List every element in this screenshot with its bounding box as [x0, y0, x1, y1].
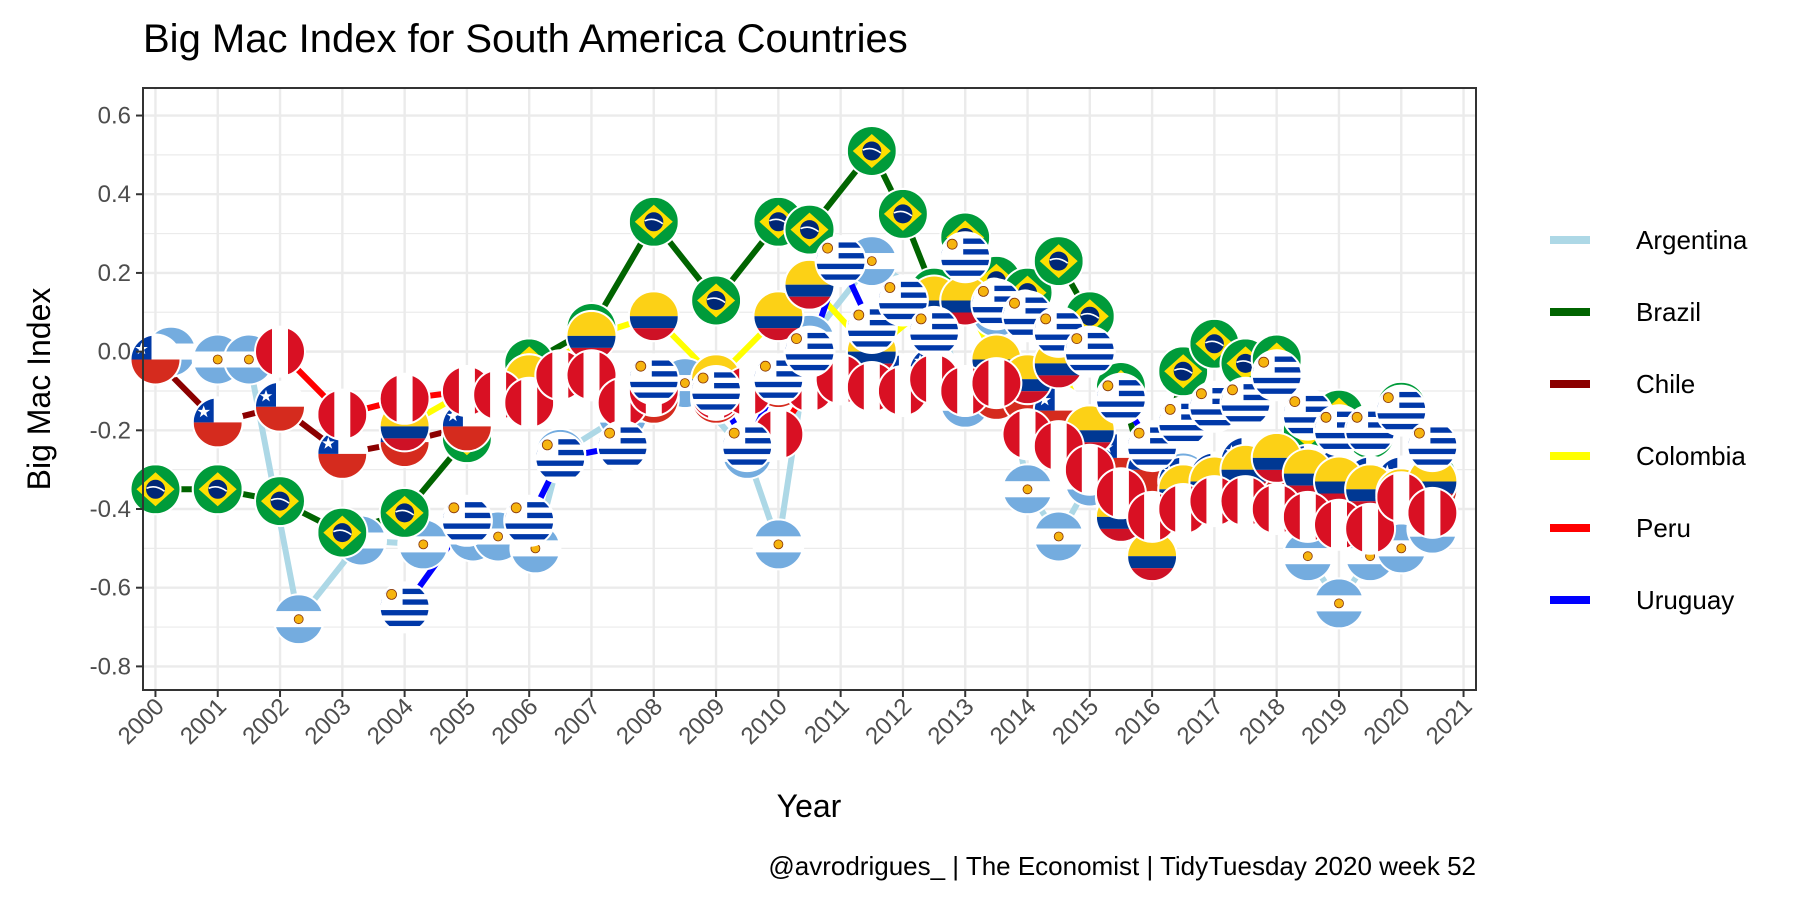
x-tick-label: 2003: [300, 693, 357, 750]
data-point-chile: [129, 333, 182, 386]
data-point-uruguay: [939, 231, 992, 284]
data-point-uruguay: [1063, 325, 1116, 378]
legend-label-uruguay: Uruguay: [1636, 585, 1734, 615]
data-point-peru: [378, 372, 431, 425]
x-tick-label: 2017: [1172, 693, 1229, 750]
legend-label-peru: Peru: [1636, 513, 1691, 543]
x-tick-label: 2004: [362, 693, 419, 750]
x-tick-label: 2010: [736, 693, 793, 750]
data-point-uruguay: [908, 305, 961, 358]
y-tick-label: -0.4: [90, 496, 131, 523]
data-point-peru: [316, 388, 369, 441]
legend-label-colombia: Colombia: [1636, 441, 1746, 471]
y-tick-label: 0.0: [98, 339, 131, 366]
y-tick-label: -0.2: [90, 417, 131, 444]
data-point-brazil: [627, 195, 680, 248]
data-point-colombia: [565, 309, 618, 362]
data-point-uruguay: [596, 420, 649, 473]
y-tick-label: -0.8: [90, 653, 131, 680]
x-tick-label: 2001: [175, 693, 232, 750]
data-point-argentina: [752, 518, 805, 571]
x-tick-label: 2005: [424, 693, 481, 750]
data-point-uruguay: [1406, 420, 1459, 473]
legend-label-argentina: Argentina: [1636, 225, 1748, 255]
data-point-colombia: [627, 290, 680, 343]
legend-label-brazil: Brazil: [1636, 297, 1701, 327]
data-point-uruguay: [1375, 384, 1428, 437]
x-tick-label: 2021: [1421, 693, 1478, 750]
x-tick-label: 2012: [860, 693, 917, 750]
data-point-brazil: [378, 486, 431, 539]
data-point-chile: [191, 396, 244, 449]
x-tick-label: 2015: [1047, 693, 1104, 750]
x-tick-label: 2008: [611, 693, 668, 750]
data-point-uruguay: [1094, 372, 1147, 425]
x-tick-label: 2002: [237, 693, 294, 750]
data-point-brazil: [876, 187, 929, 240]
x-tick-label: 2000: [113, 693, 170, 750]
data-point-peru: [254, 325, 306, 378]
caption: @avrodrigues_ | The Economist | TidyTues…: [768, 851, 1476, 881]
y-axis-title: Big Mac Index: [21, 288, 57, 491]
data-point-uruguay: [814, 235, 867, 288]
data-point-argentina: [272, 593, 325, 646]
x-tick-label: 2019: [1296, 693, 1353, 750]
x-axis: 2000 2001 2002 2003 2004 2005 2006 2007 2008 2009…: [113, 690, 1478, 750]
data-point-peru: [970, 357, 1023, 410]
data-point-brazil: [845, 125, 898, 177]
data-point-argentina: [1313, 577, 1365, 630]
data-point-brazil: [690, 274, 743, 327]
data-point-colombia: [1126, 530, 1179, 583]
x-axis-title: Year: [777, 788, 842, 824]
x-tick-label: 2009: [673, 693, 730, 750]
data-point-uruguay: [1250, 349, 1303, 402]
data-point-uruguay: [503, 494, 556, 547]
panel-border: [142, 87, 1477, 691]
x-tick-label: 2007: [549, 693, 606, 750]
data-point-uruguay: [440, 494, 493, 547]
y-tick-label: 0.2: [98, 260, 131, 287]
x-tick-label: 2013: [923, 693, 980, 750]
data-point-peru: [1406, 486, 1459, 539]
data-point-brazil: [316, 506, 369, 559]
chart-title: Big Mac Index for South America Countrie…: [143, 17, 908, 61]
y-tick-label: 0.4: [98, 181, 131, 208]
data-point-uruguay: [534, 431, 587, 484]
x-tick-label: 2018: [1234, 693, 1291, 750]
data-point-argentina: [1001, 463, 1054, 516]
data-point-uruguay: [627, 353, 680, 406]
y-axis: -0.8 -0.6 -0.4 -0.2 0.0 0.2 0.4 0.6: [90, 103, 143, 680]
x-tick-label: 2011: [799, 693, 855, 749]
data-point-uruguay: [690, 365, 743, 417]
flag-markers: [129, 125, 1459, 646]
legend: Argentina Brazil Chile Colombia Peru Uruguay: [1550, 225, 1748, 615]
data-point-uruguay: [378, 581, 431, 634]
data-point-chile: [316, 427, 369, 480]
x-tick-label: 2014: [985, 693, 1042, 750]
x-tick-label: 2020: [1359, 693, 1416, 750]
data-point-uruguay: [721, 420, 774, 473]
data-point-brazil: [1032, 235, 1085, 288]
data-point-brazil: [129, 463, 182, 516]
x-tick-label: 2006: [487, 693, 544, 750]
data-point-brazil: [191, 463, 244, 516]
legend-label-chile: Chile: [1636, 369, 1695, 399]
data-point-argentina: [1032, 510, 1085, 563]
data-point-chile: [254, 380, 306, 433]
data-point-uruguay: [783, 325, 836, 378]
y-tick-label: 0.6: [98, 103, 131, 130]
y-tick-label: -0.6: [90, 575, 131, 602]
x-tick-label: 2016: [1109, 693, 1166, 750]
data-point-brazil: [254, 475, 306, 528]
